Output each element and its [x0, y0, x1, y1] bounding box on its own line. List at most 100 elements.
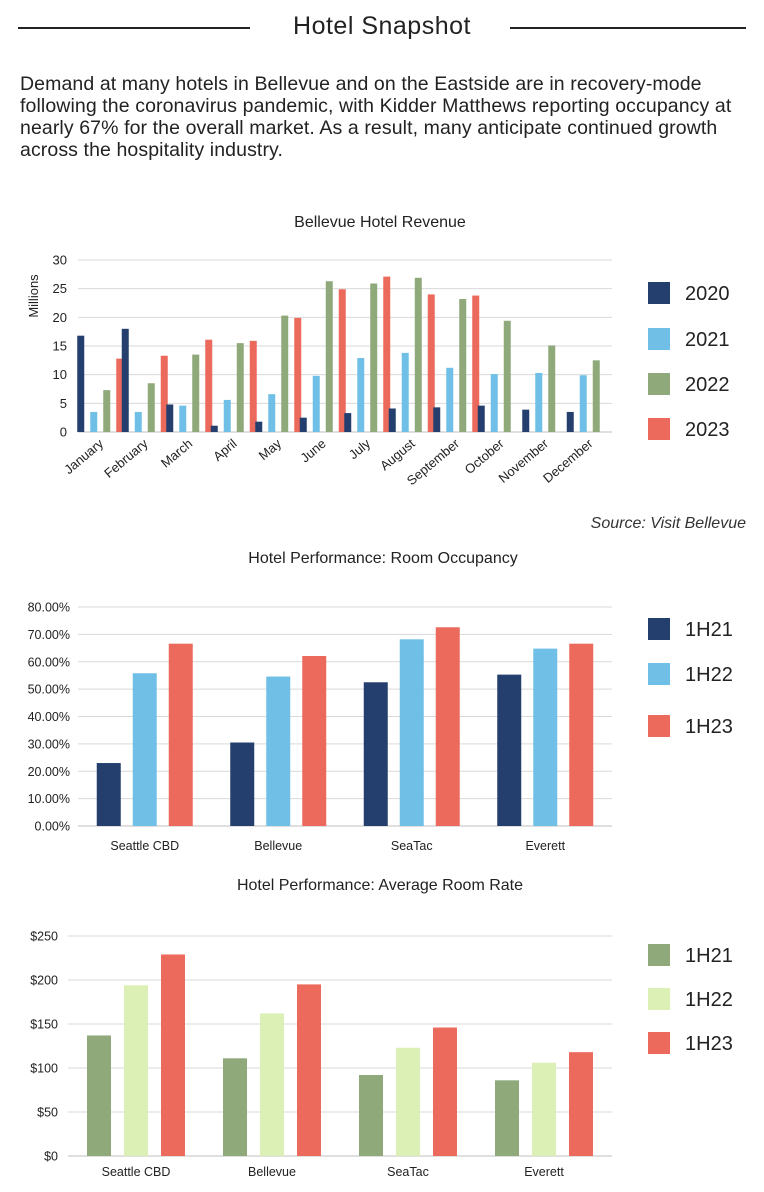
bar-1h21-everett [495, 1080, 519, 1156]
bar-2020-july [344, 413, 352, 432]
x-tick-label: June [297, 436, 328, 466]
y-tick-label: $150 [30, 1018, 58, 1032]
bar-2020-december [566, 411, 574, 432]
y-tick-label: 70.00% [28, 628, 70, 642]
bar-2021-june [312, 375, 320, 432]
bar-2021-april [223, 399, 231, 432]
bar-2021-october [490, 374, 498, 432]
bar-1h21-seattle-cbd [87, 1035, 111, 1156]
source-note: Source: Visit Bellevue [590, 515, 746, 532]
bar-2021-january [90, 411, 98, 432]
y-tick-label: 25 [53, 281, 67, 296]
bar-1h23-bellevue [297, 984, 321, 1156]
bar-2021-july [357, 358, 365, 432]
x-tick-label: February [101, 435, 151, 480]
bar-1h22-everett [533, 648, 558, 826]
x-tick-label: July [346, 435, 374, 462]
bar-2022-february [147, 383, 155, 432]
x-tick-label: August [377, 436, 418, 474]
y-tick-label: 0 [60, 425, 67, 440]
legend-swatch-2023 [648, 418, 670, 440]
y-tick-label: 20 [53, 310, 67, 325]
bar-2021-august [401, 352, 409, 432]
x-tick-label: Seattle CBD [102, 1165, 171, 1179]
bar-2021-february [134, 411, 142, 432]
bar-1h21-bellevue [223, 1058, 247, 1156]
bar-1h22-seatac [396, 1047, 420, 1156]
x-tick-label: SeaTac [391, 839, 433, 853]
bar-1h22-everett [532, 1062, 556, 1156]
header: Hotel Snapshot [0, 8, 764, 48]
bar-2020-august [388, 408, 396, 432]
bar-1h23-seattle-cbd [168, 643, 193, 826]
bar-2021-may [268, 394, 276, 432]
bar-2022-may [281, 315, 289, 432]
y-tick-label: 40.00% [28, 710, 70, 724]
legend-label-1h21: 1H21 [685, 945, 733, 967]
x-tick-label: January [61, 435, 106, 477]
bar-2022-november [548, 345, 556, 432]
x-tick-label: Seattle CBD [110, 839, 179, 853]
legend-swatch-1h21 [648, 944, 670, 966]
room-rate-chart: Hotel Performance: Average Room Rate $0 $5… [30, 877, 733, 1179]
bar-1h21-seatac [363, 682, 388, 826]
y-axis-label: Millions [26, 274, 41, 318]
bar-2022-december [592, 360, 600, 432]
bar-1h23-everett [569, 1052, 593, 1156]
bar-2021-september [446, 367, 454, 432]
intro-paragraph: Demand at many hotels in Bellevue and on… [20, 73, 732, 161]
bar-2020-september [433, 407, 441, 432]
x-tick-label: Bellevue [254, 839, 302, 853]
y-tick-label: 10.00% [28, 792, 70, 806]
legend-swatch-2021 [648, 328, 670, 350]
bar-2023-august [427, 294, 435, 432]
bar-2023-february [160, 355, 168, 432]
bar-2023-may [294, 317, 302, 432]
legend-swatch-1h23 [648, 1032, 670, 1054]
bar-2022-june [325, 281, 333, 432]
bar-2020-june [299, 417, 307, 432]
y-tick-label: $50 [37, 1106, 58, 1120]
bar-1h21-seatac [359, 1075, 383, 1156]
bar-2023-march [205, 339, 213, 432]
bar-2022-january [103, 390, 111, 432]
legend-swatch-2022 [648, 373, 670, 395]
bar-2020-january [77, 335, 85, 432]
bar-1h23-seatac [433, 1027, 457, 1156]
legend-label-1h21: 1H21 [685, 619, 733, 641]
bar-1h21-seattle-cbd [96, 763, 121, 826]
chart-title: Hotel Performance: Room Occupancy [248, 550, 517, 567]
y-tick-label: $0 [44, 1150, 58, 1164]
bar-2021-november [535, 372, 543, 432]
bar-2022-april [236, 343, 244, 432]
legend-label-2022: 2022 [685, 374, 730, 396]
legend-label-2023: 2023 [685, 419, 730, 441]
x-tick-label: March [158, 436, 195, 471]
bar-2020-march [166, 404, 174, 432]
bar-2020-april [210, 425, 218, 432]
x-tick-label: SeaTac [387, 1165, 429, 1179]
y-tick-label: 30 [53, 253, 67, 268]
y-tick-label: 80.00% [28, 601, 70, 615]
chart-title: Hotel Performance: Average Room Rate [237, 877, 523, 894]
legend-swatch-1h23 [648, 715, 670, 737]
y-tick-label: 60.00% [28, 655, 70, 669]
legend-label-1h23: 1H23 [685, 1033, 733, 1055]
y-tick-label: 0.00% [35, 820, 70, 834]
y-tick-label: $100 [30, 1062, 58, 1076]
bar-2022-september [459, 298, 467, 432]
y-tick-label: 5 [60, 396, 67, 411]
bar-2020-november [522, 409, 530, 432]
bar-1h22-seatac [399, 639, 424, 826]
bar-1h21-everett [497, 674, 522, 826]
legend-swatch-1h21 [648, 618, 670, 640]
y-tick-label: $250 [30, 930, 58, 944]
y-tick-label: 10 [53, 367, 67, 382]
bar-2023-september [472, 295, 480, 432]
bar-2023-april [249, 340, 257, 432]
x-tick-label: May [256, 435, 285, 463]
x-tick-label: December [540, 435, 596, 485]
bar-1h21-bellevue [230, 742, 255, 826]
legend-swatch-2020 [648, 282, 670, 304]
bar-1h23-seatac [435, 627, 460, 826]
